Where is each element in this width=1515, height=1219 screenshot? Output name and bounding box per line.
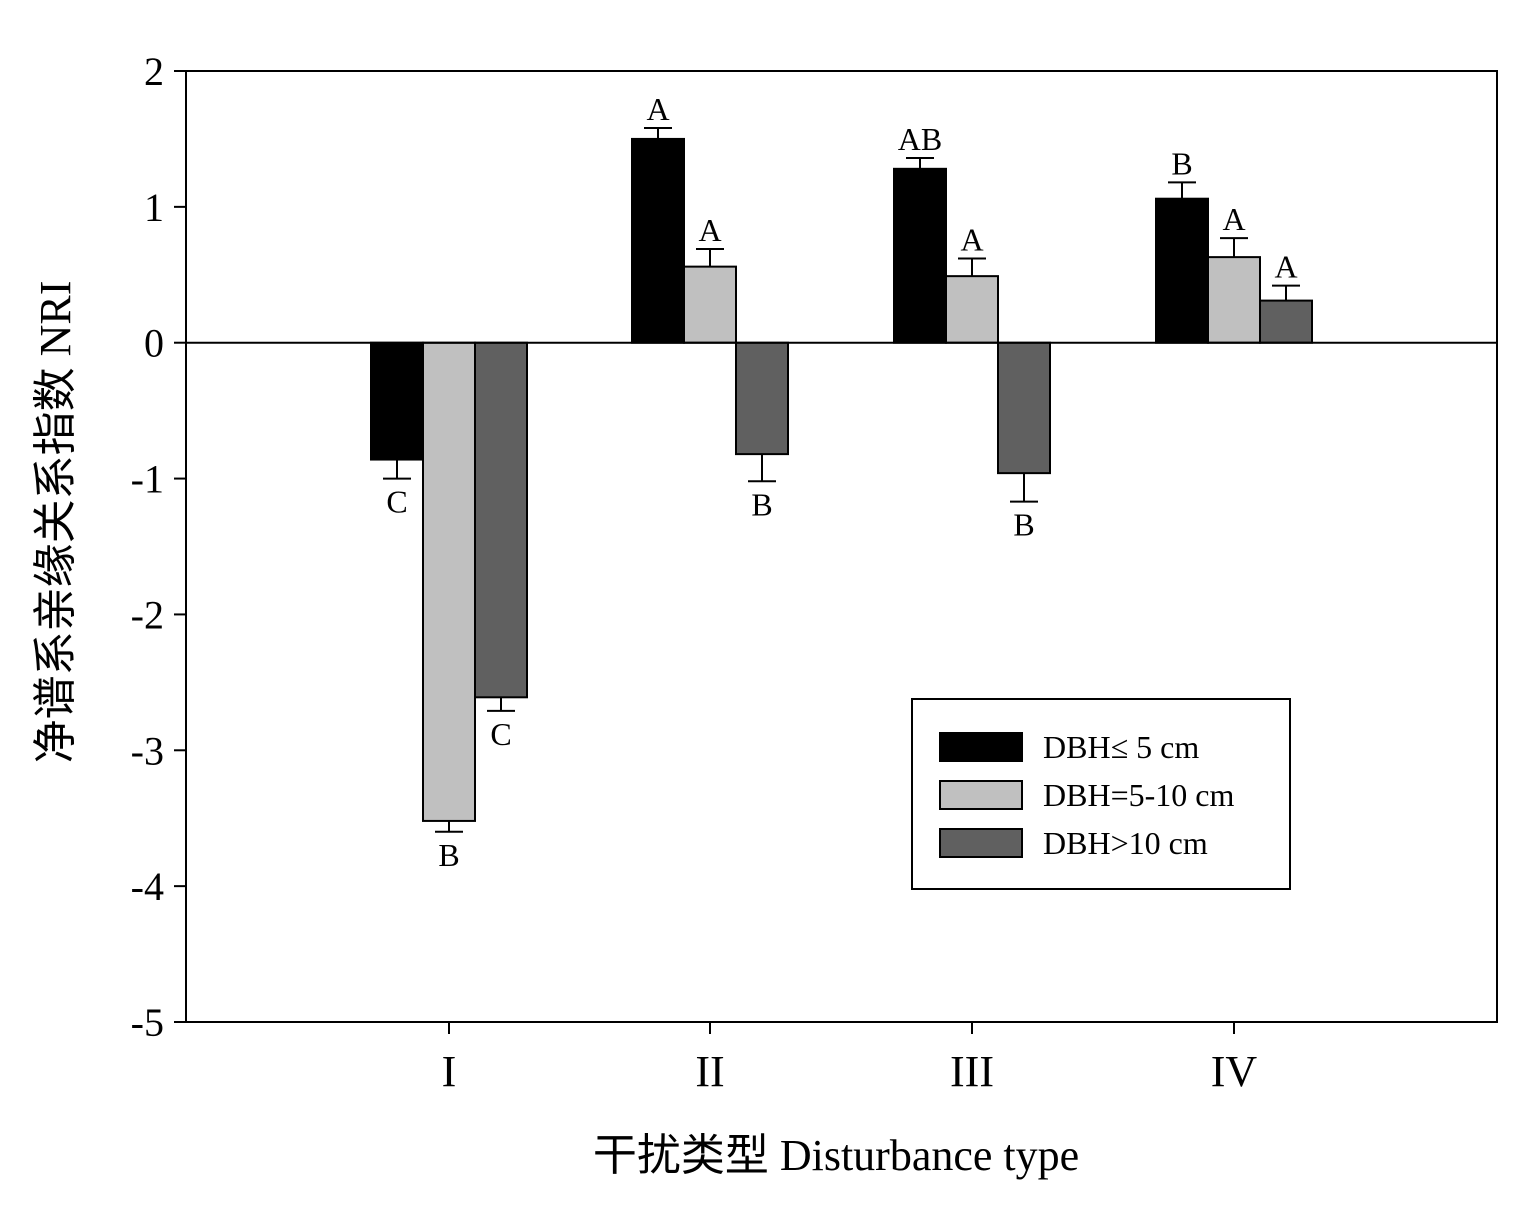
x-category-label: IV <box>1211 1047 1258 1096</box>
y-axis-title: 净谱系亲缘关系指数 NRI <box>31 281 80 764</box>
significance-letter: A <box>646 91 669 127</box>
y-axis: 2 1 0 -1 -2 -3 -4 -5 <box>131 49 186 1045</box>
legend-label: DBH>10 cm <box>1043 825 1208 861</box>
significance-letter: C <box>386 484 407 520</box>
legend-label: DBH=5-10 cm <box>1043 777 1234 813</box>
legend-swatch <box>939 780 1023 810</box>
legend-swatch <box>939 828 1023 858</box>
significance-letter: A <box>1222 201 1245 237</box>
x-axis-title: 干扰类型 Disturbance type <box>593 1131 1079 1180</box>
y-tick-label: -3 <box>131 728 164 773</box>
y-tick-label: -2 <box>131 592 164 637</box>
legend-label: DBH≤ 5 cm <box>1043 729 1199 765</box>
significance-letter: A <box>960 221 983 257</box>
bar <box>1155 197 1209 344</box>
bar <box>370 341 424 461</box>
significance-letter: B <box>751 486 772 522</box>
bar <box>1207 256 1261 344</box>
error-bars-layer <box>383 127 1300 833</box>
bar <box>893 167 947 344</box>
plot-area-frame <box>185 70 1498 1023</box>
x-category-label: III <box>950 1047 994 1096</box>
significance-letter: A <box>1274 249 1297 285</box>
significance-letter: B <box>1013 507 1034 543</box>
bar <box>735 341 789 456</box>
y-tick-label: -5 <box>131 1000 164 1045</box>
y-tick-label: 2 <box>144 49 164 94</box>
bar <box>474 341 528 699</box>
bar <box>683 265 737 344</box>
significance-letter: B <box>438 837 459 873</box>
x-category-label: II <box>695 1047 724 1096</box>
significance-letter: AB <box>898 121 942 157</box>
significance-letter: C <box>490 716 511 752</box>
bar <box>422 341 476 822</box>
significance-letter: A <box>698 212 721 248</box>
bar <box>631 137 685 344</box>
y-tick-label: -1 <box>131 457 164 502</box>
y-tick-label: -4 <box>131 864 164 909</box>
bar <box>997 341 1051 475</box>
y-tick-label: 0 <box>144 321 164 366</box>
legend-items: DBH≤ 5 cm DBH=5-10 cm DBH>10 cm <box>939 729 1234 861</box>
y-tick-label: 1 <box>144 185 164 230</box>
x-category-label: I <box>442 1047 457 1096</box>
x-axis: I II III IV <box>442 1022 1258 1096</box>
bar <box>945 275 999 344</box>
legend-swatch <box>939 732 1023 762</box>
significance-letter: B <box>1171 145 1192 181</box>
bar <box>1259 299 1313 344</box>
legend: DBH≤ 5 cm DBH=5-10 cm DBH>10 cm <box>911 698 1291 890</box>
